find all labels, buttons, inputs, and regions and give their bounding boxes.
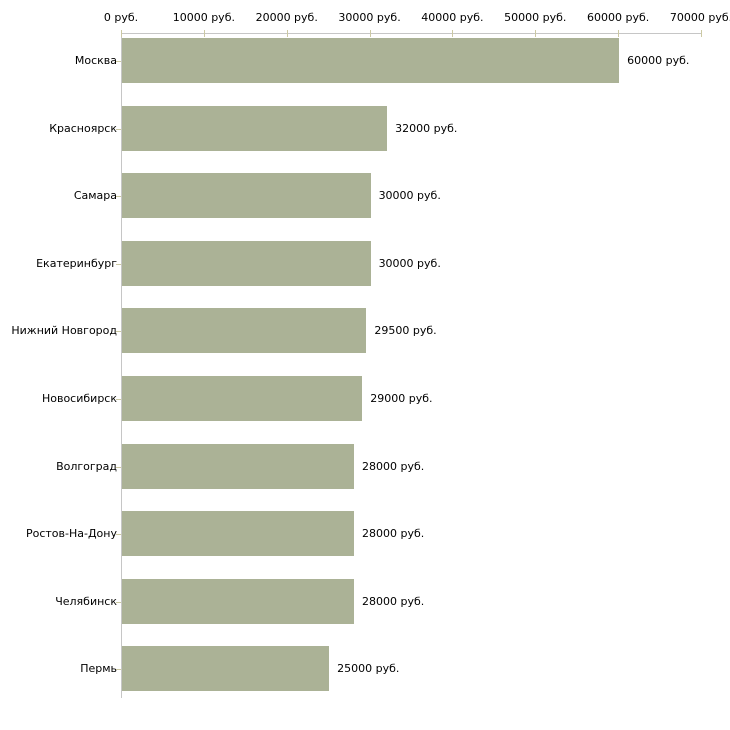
category-label: Самара <box>73 189 117 203</box>
x-tick-mark <box>369 30 371 37</box>
y-tick-mark <box>116 669 121 671</box>
x-tick-label: 0 руб. <box>103 11 139 24</box>
bar <box>122 38 620 83</box>
bar <box>122 376 363 421</box>
y-tick-mark <box>116 601 121 603</box>
x-tick-mark <box>701 30 702 37</box>
category-label: Екатеринбург <box>36 256 117 270</box>
bar <box>122 443 354 489</box>
x-tick-mark <box>121 30 122 37</box>
y-tick-mark <box>116 534 121 536</box>
value-label: 32000 руб. <box>395 121 458 135</box>
x-tick-label: 10000 руб. <box>172 11 235 24</box>
plot-area <box>121 33 701 698</box>
category-label: Москва <box>74 54 117 67</box>
x-tick-mark <box>618 30 620 37</box>
x-tick-label: 50000 руб. <box>504 11 567 24</box>
y-tick-mark <box>116 128 121 130</box>
x-tick-label: 60000 руб. <box>587 11 650 24</box>
value-label: 29000 руб. <box>370 392 433 405</box>
value-label: 30000 руб. <box>378 256 441 270</box>
value-label: 25000 руб. <box>337 662 400 676</box>
value-label: 60000 руб. <box>627 54 690 67</box>
category-label: Красноярск <box>49 121 117 135</box>
y-tick-mark <box>116 331 121 333</box>
bar <box>122 105 388 151</box>
bar <box>122 173 371 219</box>
y-tick-mark <box>116 61 121 62</box>
y-tick-mark <box>116 466 121 468</box>
value-label: 28000 руб. <box>362 527 425 541</box>
x-tick-label: 30000 руб. <box>338 11 401 24</box>
value-label: 28000 руб. <box>362 594 425 608</box>
category-label: Волгоград <box>56 459 117 473</box>
x-tick-label: 40000 руб. <box>421 11 484 24</box>
x-tick-mark <box>203 30 205 37</box>
bar <box>122 240 371 286</box>
bar <box>122 308 367 354</box>
y-tick-mark <box>116 263 121 265</box>
category-label: Пермь <box>80 662 117 676</box>
category-label: Новосибирск <box>41 392 117 405</box>
x-tick-mark <box>452 30 454 37</box>
category-label: Ростов-На-Дону <box>25 527 117 541</box>
x-tick-mark <box>286 30 288 37</box>
value-label: 30000 руб. <box>378 189 441 203</box>
value-label: 28000 руб. <box>362 459 425 473</box>
y-tick-mark <box>116 196 121 198</box>
x-tick-label: 70000 руб. <box>669 11 730 24</box>
x-tick-mark <box>535 30 537 37</box>
value-label: 29500 руб. <box>374 324 437 338</box>
y-tick-mark <box>116 399 121 400</box>
category-label: Нижний Новгород <box>11 324 117 338</box>
bar <box>122 511 354 557</box>
x-tick-label: 20000 руб. <box>255 11 318 24</box>
bar <box>122 646 330 692</box>
bar <box>122 578 354 624</box>
category-label: Челябинск <box>55 594 117 608</box>
